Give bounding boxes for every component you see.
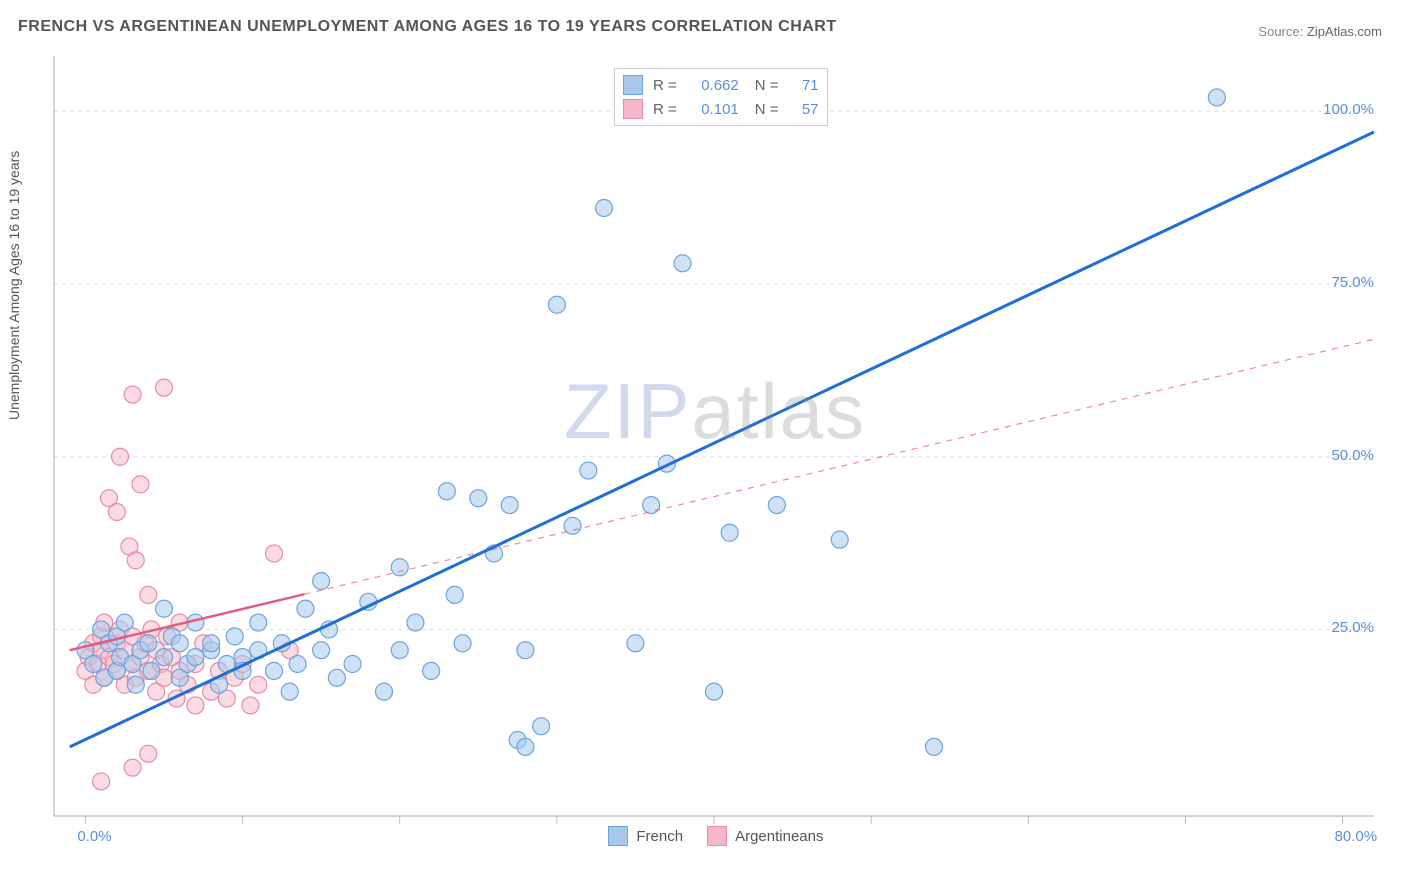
y-axis-label: Unemployment Among Ages 16 to 19 years (6, 151, 22, 420)
legend-swatch (623, 75, 643, 95)
n-value: 57 (789, 101, 819, 118)
legend-swatch (623, 99, 643, 119)
r-value: 0.101 (687, 101, 739, 118)
chart-title: FRENCH VS ARGENTINEAN UNEMPLOYMENT AMONG… (18, 18, 837, 36)
n-label: N = (755, 77, 779, 94)
series-legend: French Argentineans (608, 826, 823, 846)
legend-swatch (608, 826, 628, 846)
legend-label: Argentineans (735, 828, 823, 845)
source-value: ZipAtlas.com (1307, 24, 1382, 39)
legend-label: French (636, 828, 683, 845)
r-label: R = (653, 101, 677, 118)
x-tick-label: 0.0% (77, 828, 111, 845)
correlation-legend-row: R = 0.662 N = 71 (623, 73, 819, 97)
correlation-legend-row: R = 0.101 N = 57 (623, 97, 819, 121)
series-legend-item: French (608, 826, 683, 846)
y-tick-label: 50.0% (1331, 447, 1374, 464)
y-tick-label: 75.0% (1331, 274, 1374, 291)
source-label: Source: (1258, 24, 1303, 39)
chart-area: ZIPatlas R =0.662N =71R =0.101N =57 Fren… (44, 56, 1384, 846)
source-attribution: Source: ZipAtlas.com (1258, 24, 1382, 39)
n-label: N = (755, 101, 779, 118)
n-value: 71 (789, 77, 819, 94)
x-tick-label: 80.0% (1335, 828, 1378, 845)
y-tick-label: 100.0% (1323, 101, 1374, 118)
correlation-legend: R = 0.662 N = 71 R = 0.101 N = 57 (614, 68, 828, 126)
legend-swatch (707, 826, 727, 846)
scatter-chart (44, 56, 1384, 846)
y-tick-label: 25.0% (1331, 619, 1374, 636)
r-value: 0.662 (687, 77, 739, 94)
r-label: R = (653, 77, 677, 94)
series-legend-item: Argentineans (707, 826, 823, 846)
